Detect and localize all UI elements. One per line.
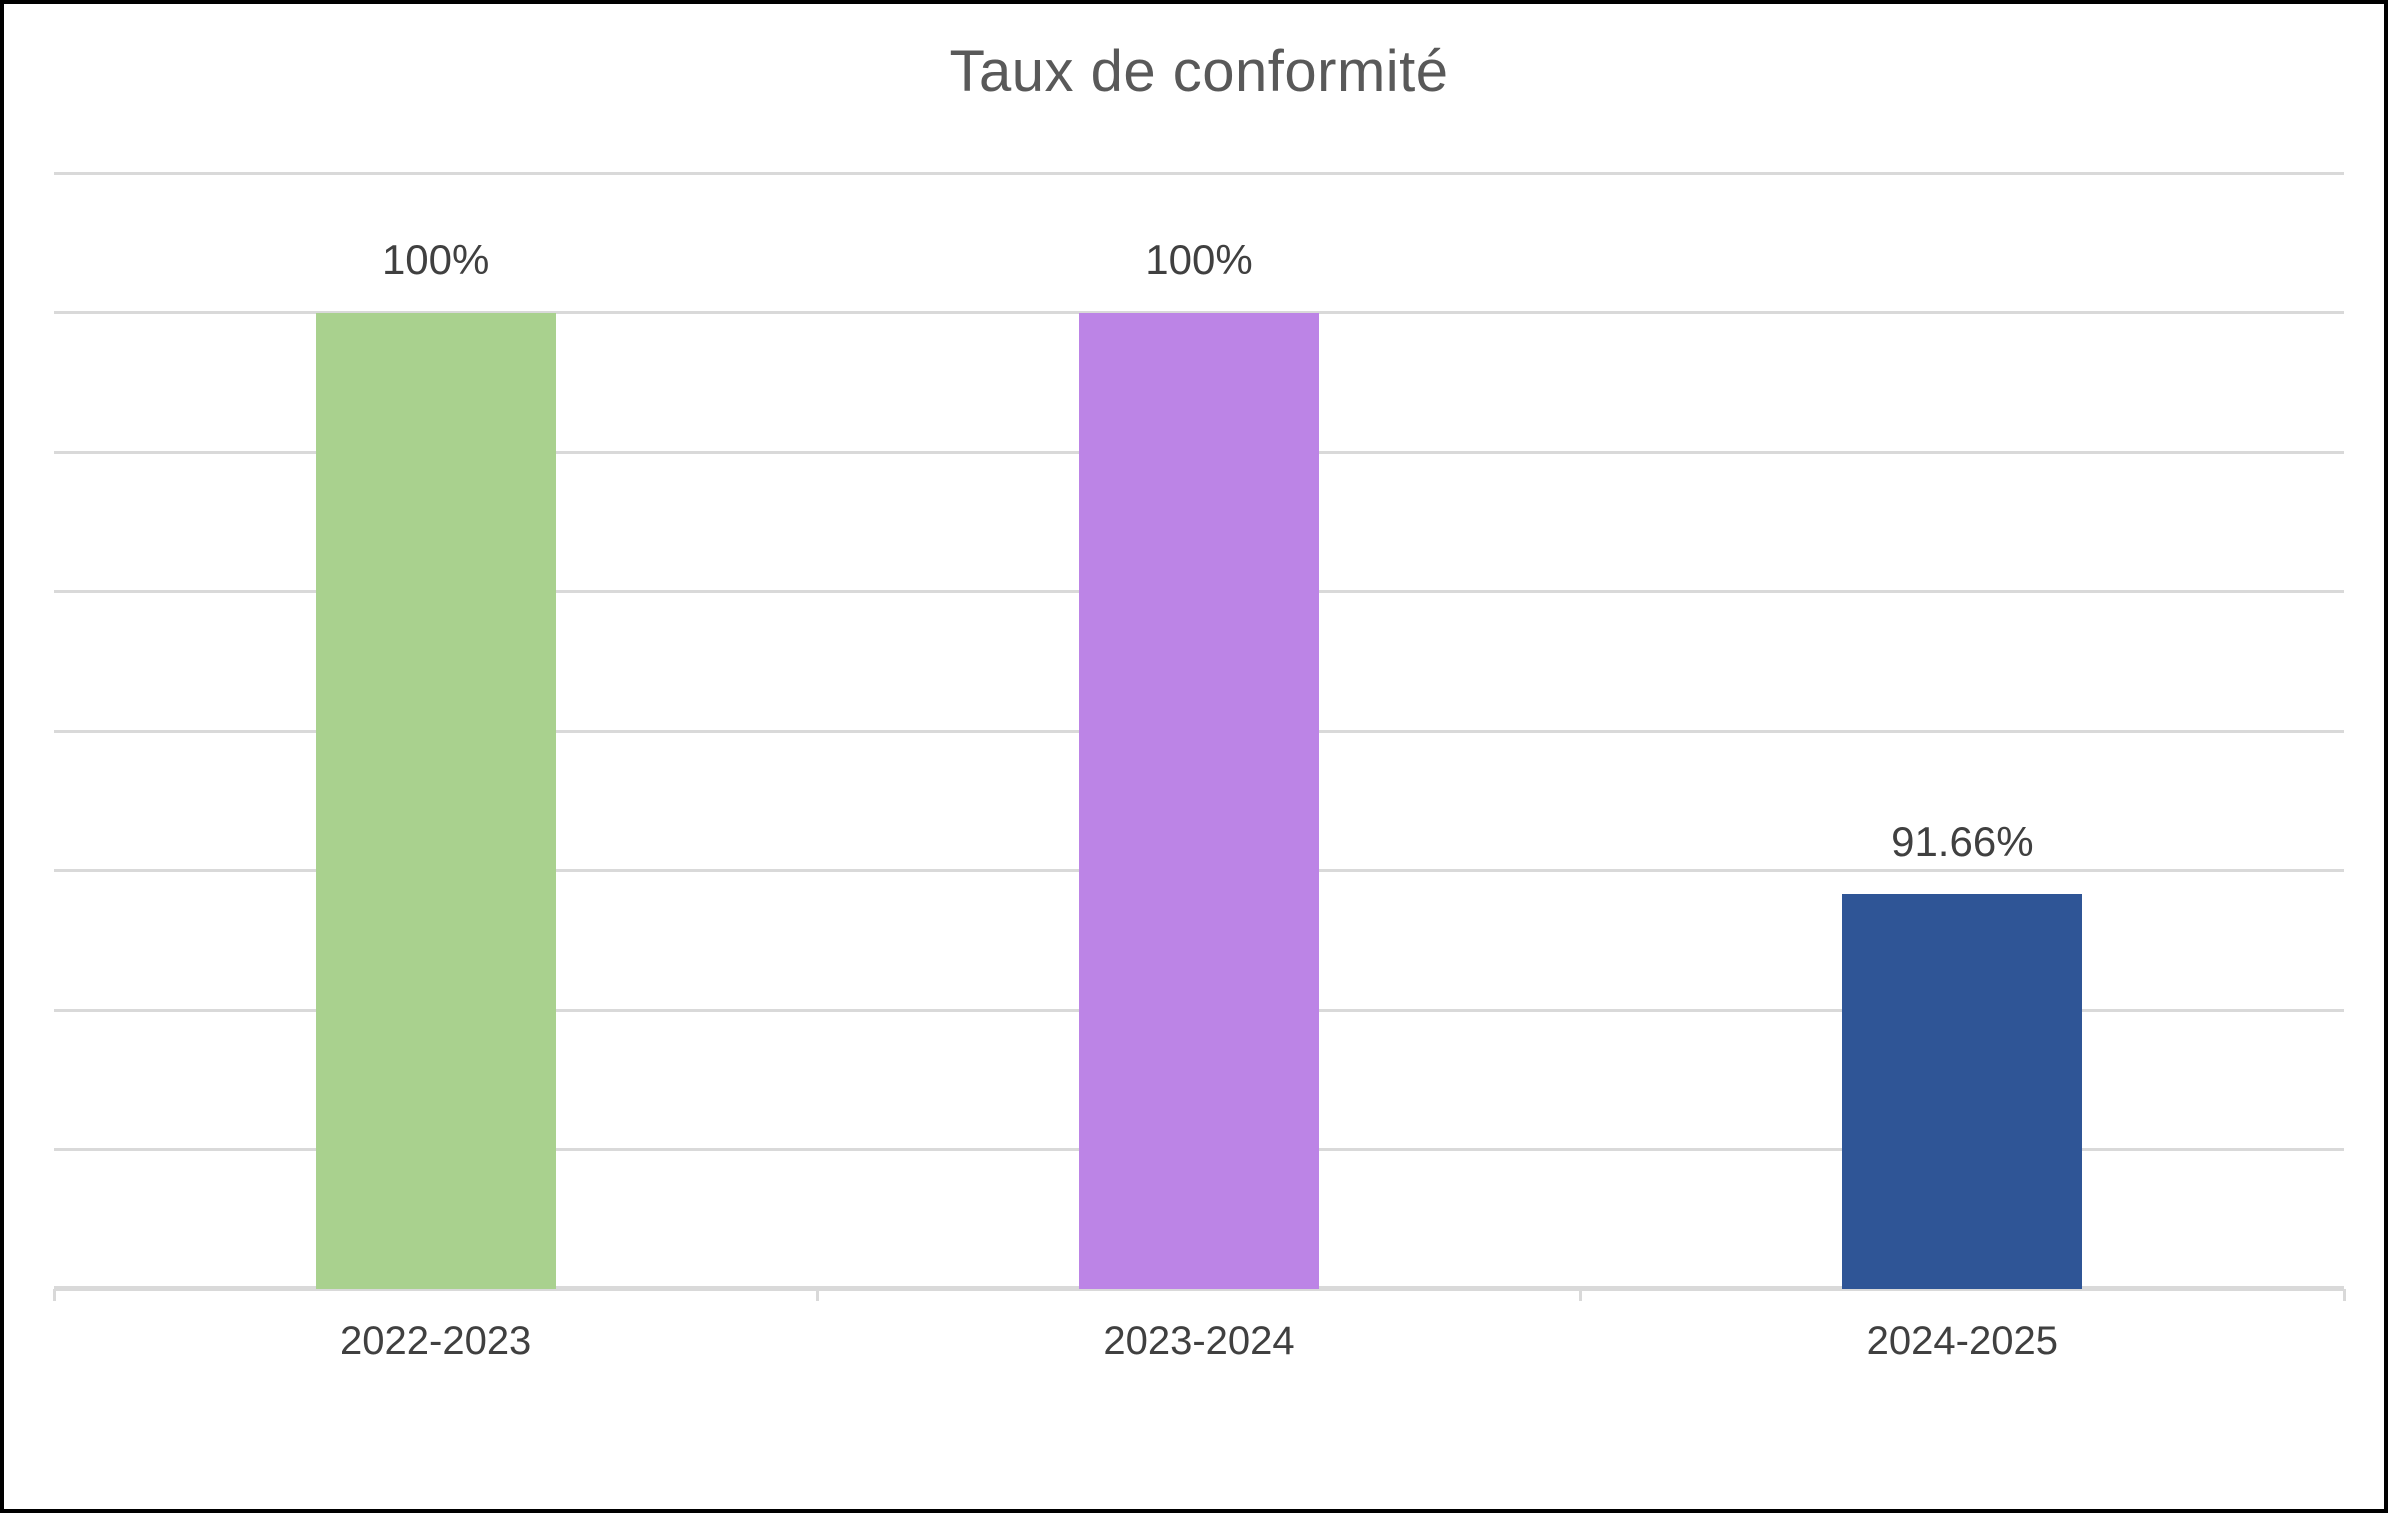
bar-2024-2025 <box>1842 894 2083 1289</box>
data-label-2024-2025: 91.66% <box>1891 817 2034 865</box>
gridline <box>54 171 2344 175</box>
x-axis-tick <box>815 1289 819 1301</box>
x-axis-label-2024-2025: 2024-2025 <box>1866 1319 2058 1363</box>
x-axis-label-2023-2024: 2023-2024 <box>1103 1319 1295 1363</box>
x-axis-label-2022-2023: 2022-2023 <box>340 1319 532 1363</box>
bar-2022-2023 <box>315 312 556 1289</box>
x-axis-tick <box>52 1289 56 1301</box>
data-label-2023-2024: 100% <box>1145 236 1253 284</box>
plot-area: 100% 2022-2023 100% 2023-2024 91.66% 2024-202… <box>52 171 2346 1363</box>
data-label-2022-2023: 100% <box>381 236 490 284</box>
x-axis-tick <box>1579 1289 1583 1301</box>
x-axis-tick <box>2342 1289 2346 1301</box>
bar-2023-2024 <box>1079 312 1319 1289</box>
chart-title: Taux de conformité <box>949 39 1449 104</box>
